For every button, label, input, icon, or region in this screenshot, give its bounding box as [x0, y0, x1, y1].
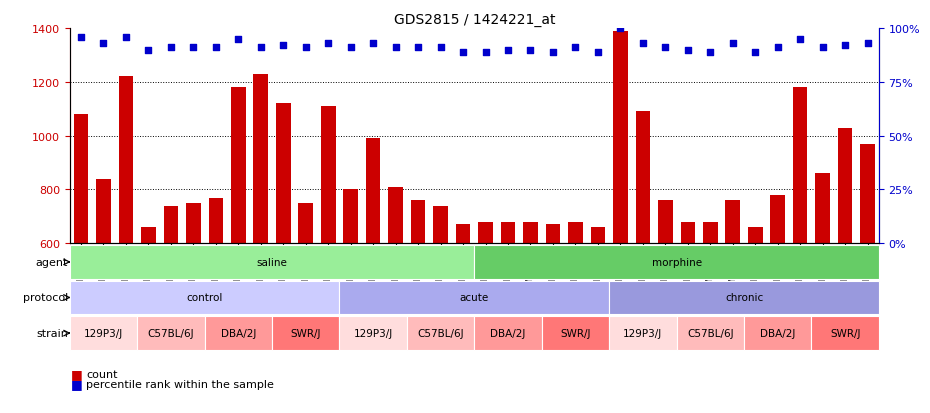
Point: [365, 40, 380, 47]
Point: [321, 40, 336, 47]
Text: agent: agent: [35, 257, 68, 267]
Point: [546, 49, 561, 56]
Bar: [208, 198, 223, 244]
Bar: [838, 128, 853, 244]
Point: [568, 45, 583, 52]
Text: DBA/2J: DBA/2J: [760, 328, 795, 338]
Point: [681, 47, 696, 54]
Text: percentile rank within the sample: percentile rank within the sample: [86, 379, 274, 389]
Point: [792, 36, 807, 43]
Text: ■: ■: [71, 377, 83, 391]
Text: SWR/J: SWR/J: [830, 328, 860, 338]
Point: [591, 49, 605, 56]
Bar: [186, 203, 201, 244]
Point: [433, 45, 448, 52]
Point: [141, 47, 156, 54]
Bar: [524, 222, 538, 244]
Point: [703, 49, 718, 56]
Bar: [860, 144, 875, 244]
Bar: [658, 201, 672, 244]
Bar: [635, 112, 650, 244]
Point: [388, 45, 403, 52]
Point: [523, 47, 538, 54]
Bar: [591, 228, 605, 244]
Point: [164, 45, 179, 52]
Text: protocol: protocol: [22, 293, 68, 303]
Bar: [793, 88, 807, 244]
Point: [299, 45, 313, 52]
Text: saline: saline: [257, 257, 287, 267]
Bar: [703, 222, 718, 244]
Point: [748, 49, 763, 56]
Bar: [141, 228, 155, 244]
Bar: [164, 206, 179, 244]
Point: [456, 49, 471, 56]
Point: [816, 45, 830, 52]
Text: acute: acute: [459, 293, 489, 303]
Bar: [73, 115, 88, 244]
Bar: [96, 179, 111, 244]
Text: ■: ■: [71, 367, 83, 380]
Text: SWR/J: SWR/J: [560, 328, 591, 338]
Bar: [343, 190, 358, 244]
Text: count: count: [86, 369, 118, 379]
Bar: [456, 225, 471, 244]
Bar: [119, 77, 133, 244]
Title: GDS2815 / 1424221_at: GDS2815 / 1424221_at: [393, 12, 555, 26]
Point: [253, 45, 268, 52]
Text: chronic: chronic: [724, 293, 764, 303]
Text: C57BL/6J: C57BL/6J: [687, 328, 734, 338]
Text: 129P3/J: 129P3/J: [623, 328, 662, 338]
Bar: [389, 187, 403, 244]
Point: [186, 45, 201, 52]
Point: [838, 43, 853, 50]
Bar: [568, 222, 583, 244]
Point: [231, 36, 246, 43]
Point: [658, 45, 672, 52]
Text: strain: strain: [36, 328, 68, 338]
Point: [770, 45, 785, 52]
Point: [208, 45, 223, 52]
Point: [118, 34, 133, 41]
Bar: [299, 203, 313, 244]
Text: control: control: [186, 293, 223, 303]
Text: 129P3/J: 129P3/J: [84, 328, 123, 338]
Text: C57BL/6J: C57BL/6J: [418, 328, 464, 338]
Bar: [254, 74, 268, 244]
Bar: [321, 107, 336, 244]
Bar: [816, 174, 830, 244]
Point: [613, 26, 628, 32]
Point: [635, 40, 650, 47]
Text: DBA/2J: DBA/2J: [490, 328, 525, 338]
Bar: [748, 228, 763, 244]
Bar: [546, 225, 560, 244]
Bar: [433, 206, 448, 244]
Point: [73, 34, 88, 41]
Point: [343, 45, 358, 52]
Bar: [500, 222, 515, 244]
Bar: [478, 222, 493, 244]
Point: [500, 47, 515, 54]
Bar: [411, 201, 425, 244]
Point: [276, 43, 291, 50]
Bar: [725, 201, 740, 244]
Bar: [681, 222, 695, 244]
Text: 129P3/J: 129P3/J: [353, 328, 392, 338]
Text: morphine: morphine: [652, 257, 701, 267]
Bar: [365, 139, 380, 244]
Text: SWR/J: SWR/J: [290, 328, 321, 338]
Point: [860, 40, 875, 47]
Point: [96, 40, 111, 47]
Bar: [770, 195, 785, 244]
Point: [725, 40, 740, 47]
Text: DBA/2J: DBA/2J: [220, 328, 256, 338]
Point: [478, 49, 493, 56]
Point: [411, 45, 426, 52]
Bar: [231, 88, 246, 244]
Text: C57BL/6J: C57BL/6J: [148, 328, 194, 338]
Bar: [276, 104, 290, 244]
Bar: [613, 32, 628, 244]
